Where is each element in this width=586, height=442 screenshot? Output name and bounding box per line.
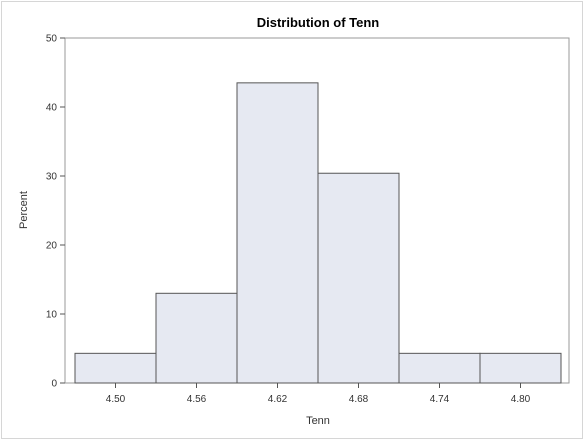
histogram-bar-0	[74, 352, 157, 384]
histogram-bar-3	[317, 172, 400, 384]
chart-title: Distribution of Tenn	[257, 15, 380, 30]
x-tick-label-2: 4.62	[268, 394, 288, 405]
histogram-bar-2	[236, 82, 319, 384]
histogram-bar-5	[479, 352, 562, 384]
y-tick-label-4: 40	[46, 103, 58, 114]
histogram-bar-4	[398, 352, 481, 384]
x-axis-label: Tenn	[306, 415, 330, 427]
x-tick-label-3: 4.68	[349, 394, 369, 405]
y-tick-label-1: 10	[46, 310, 58, 321]
x-tick-label-5: 4.80	[511, 394, 531, 405]
x-tick-label-1: 4.56	[187, 394, 207, 405]
y-tick-label-0: 0	[51, 379, 57, 390]
histogram-bar-1	[155, 292, 238, 384]
y-tick-label-3: 30	[46, 172, 58, 183]
y-tick-label-2: 20	[46, 241, 58, 252]
x-tick-label-4: 4.74	[430, 394, 450, 405]
y-axis-label: Percent	[18, 191, 30, 229]
y-tick-label-5: 50	[46, 34, 58, 45]
x-tick-label-0: 4.50	[106, 394, 126, 405]
